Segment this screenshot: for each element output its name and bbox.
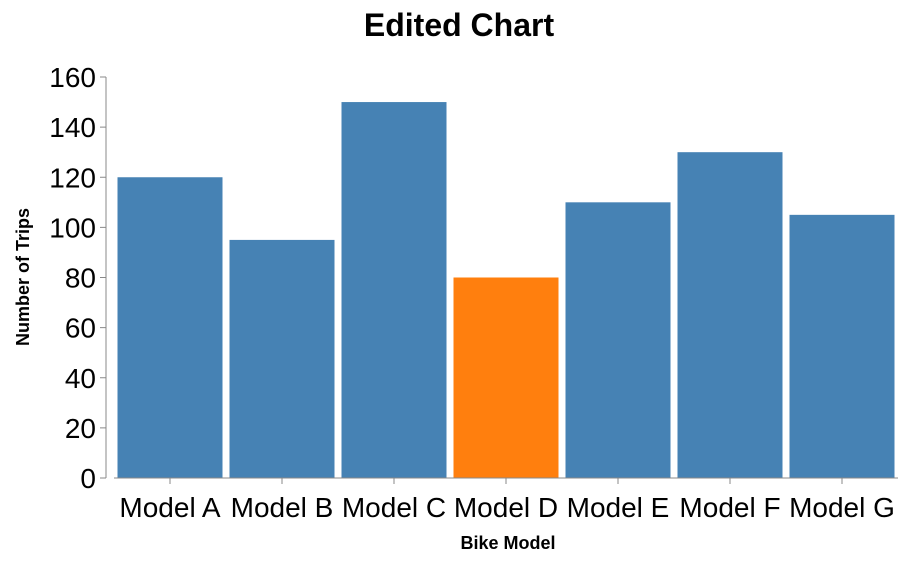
x-tick-label: Model B xyxy=(231,492,334,523)
chart-title: Edited Chart xyxy=(364,7,555,43)
y-axis-title: Number of Trips xyxy=(13,208,33,346)
y-tick-label: 120 xyxy=(49,162,96,193)
x-tick-label: Model E xyxy=(567,492,670,523)
y-axis: 0 20 40 60 80 100 120 140 160 xyxy=(49,62,107,494)
x-axis-title: Bike Model xyxy=(460,533,555,553)
y-tick-label: 40 xyxy=(65,363,96,394)
y-tick-label: 60 xyxy=(65,313,96,344)
y-tick-label: 20 xyxy=(65,413,96,444)
bar-model-d xyxy=(453,277,559,478)
x-tick-label: Model A xyxy=(119,492,220,523)
x-tick-label: Model C xyxy=(342,492,446,523)
y-tick-label: 80 xyxy=(65,263,96,294)
y-tick-label: 0 xyxy=(80,463,96,494)
bar-model-g xyxy=(789,214,895,478)
bar-model-c xyxy=(341,102,447,478)
x-tick-label: Model D xyxy=(454,492,558,523)
y-tick-label: 100 xyxy=(49,212,96,243)
bars-group xyxy=(117,102,895,478)
bar-model-b xyxy=(229,239,335,478)
y-tick-label: 160 xyxy=(49,62,96,93)
y-tick-label: 140 xyxy=(49,112,96,143)
bar-model-f xyxy=(677,152,783,478)
x-tick-label: Model G xyxy=(789,492,895,523)
x-axis: Model A Model B Model C Model D Model E Model… xyxy=(114,477,898,523)
bar-model-a xyxy=(117,177,223,478)
bar-model-e xyxy=(565,202,671,478)
x-tick-label: Model F xyxy=(679,492,780,523)
